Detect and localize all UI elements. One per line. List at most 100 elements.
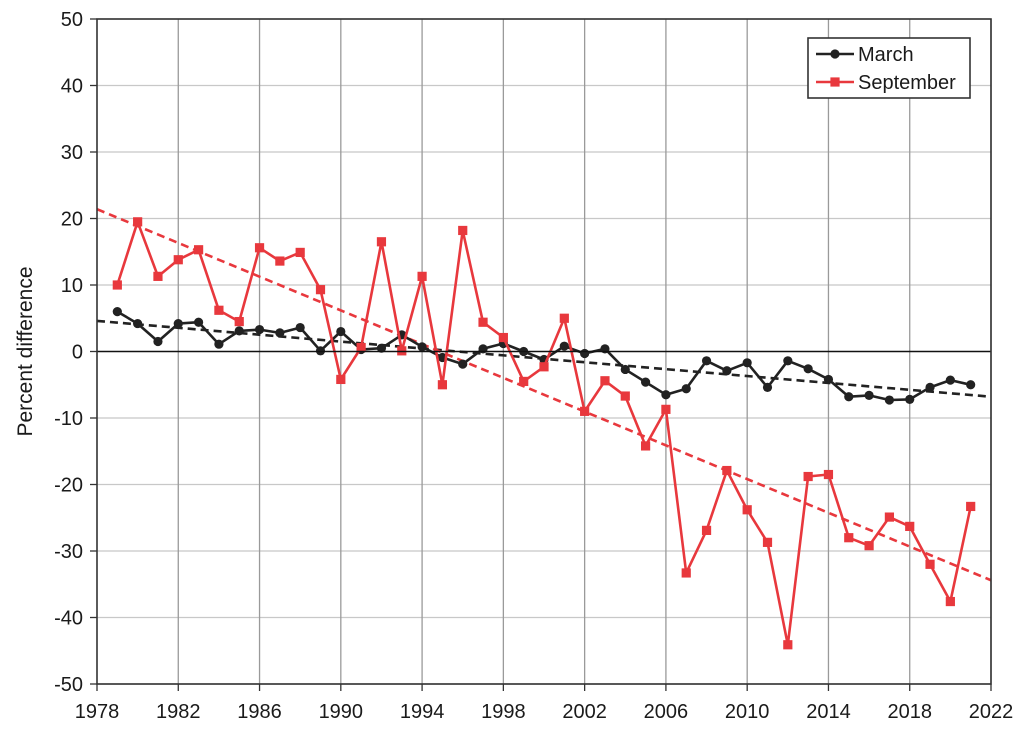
legend-box bbox=[807, 37, 971, 99]
trendline-layer bbox=[96, 207, 992, 582]
legend-marker-march bbox=[830, 49, 840, 59]
x-tick-label: 1982 bbox=[156, 701, 201, 723]
point-september bbox=[722, 465, 732, 476]
x-tick-label: 2006 bbox=[644, 701, 689, 723]
point-september bbox=[884, 512, 895, 522]
x-tick-label: 2022 bbox=[969, 701, 1014, 723]
point-september bbox=[458, 225, 468, 236]
point-september bbox=[539, 362, 549, 372]
point-september bbox=[681, 568, 691, 578]
x-tick-label: 2010 bbox=[725, 701, 770, 723]
point-march bbox=[701, 356, 712, 366]
point-march bbox=[112, 307, 122, 317]
point-september bbox=[478, 317, 488, 327]
point-march bbox=[580, 348, 590, 359]
point-september bbox=[580, 406, 590, 416]
y-tick-label: -50 bbox=[54, 674, 83, 696]
point-september bbox=[945, 596, 955, 607]
point-march bbox=[214, 339, 224, 349]
legend-label-march: March bbox=[858, 44, 914, 66]
point-september bbox=[519, 376, 529, 387]
point-march bbox=[417, 342, 427, 352]
x-tick-label: 1986 bbox=[237, 701, 282, 723]
y-tick-label: 40 bbox=[61, 76, 83, 98]
point-september bbox=[823, 469, 834, 480]
point-september bbox=[864, 541, 874, 551]
point-march bbox=[620, 364, 630, 375]
x-tick-label: 1990 bbox=[319, 701, 364, 723]
point-september bbox=[966, 501, 976, 512]
point-march bbox=[153, 336, 163, 347]
y-tick-label: 50 bbox=[61, 9, 83, 31]
y-tick-label: -20 bbox=[54, 475, 83, 497]
point-march bbox=[376, 343, 387, 353]
legend: March September bbox=[807, 37, 971, 99]
point-march bbox=[762, 382, 773, 393]
x-tick-label: 1994 bbox=[400, 701, 445, 723]
y-tick-label: 0 bbox=[72, 342, 83, 364]
point-september bbox=[559, 313, 569, 323]
point-september bbox=[742, 505, 752, 515]
point-september bbox=[356, 342, 366, 353]
point-september bbox=[762, 537, 773, 547]
point-september bbox=[701, 525, 712, 535]
point-march bbox=[458, 359, 468, 369]
point-september bbox=[214, 305, 224, 315]
point-september bbox=[193, 245, 204, 255]
point-september bbox=[295, 247, 305, 258]
point-september bbox=[925, 559, 935, 569]
x-tick-label: 2018 bbox=[887, 701, 932, 723]
point-september bbox=[112, 280, 122, 290]
point-march bbox=[966, 380, 976, 390]
x-tick-label: 2002 bbox=[562, 701, 607, 723]
point-march bbox=[234, 326, 244, 336]
point-march bbox=[254, 324, 265, 335]
point-march bbox=[884, 395, 895, 405]
point-september bbox=[640, 441, 651, 451]
point-march bbox=[133, 318, 143, 329]
point-september bbox=[437, 380, 448, 390]
point-march bbox=[559, 341, 569, 351]
point-september bbox=[336, 374, 346, 385]
point-september bbox=[844, 533, 854, 543]
point-march bbox=[823, 374, 834, 385]
x-tick-label: 2014 bbox=[806, 701, 851, 723]
x-tick-label: 1998 bbox=[481, 701, 526, 723]
point-march bbox=[905, 394, 915, 404]
y-tick-label: 30 bbox=[61, 142, 83, 164]
point-march bbox=[193, 317, 204, 327]
x-tick-label: 1978 bbox=[75, 701, 120, 723]
point-september bbox=[153, 271, 163, 281]
point-september bbox=[600, 376, 610, 386]
point-september bbox=[173, 255, 183, 265]
point-september bbox=[783, 640, 793, 650]
plot-frame bbox=[96, 18, 992, 685]
y-tick-label: 20 bbox=[61, 209, 83, 231]
point-september bbox=[417, 271, 427, 281]
point-september bbox=[234, 316, 244, 327]
y-tick-label: -10 bbox=[54, 408, 83, 430]
point-march bbox=[925, 382, 935, 393]
point-march bbox=[681, 384, 691, 394]
point-march bbox=[640, 377, 651, 387]
point-september bbox=[133, 217, 143, 227]
point-september bbox=[498, 332, 508, 343]
point-september bbox=[620, 391, 630, 401]
series-layer bbox=[112, 217, 976, 650]
point-september bbox=[661, 404, 671, 414]
point-march bbox=[336, 326, 346, 337]
point-september bbox=[254, 243, 265, 253]
point-march bbox=[275, 328, 285, 338]
point-march bbox=[945, 375, 955, 385]
point-september bbox=[905, 521, 915, 531]
y-axis-title: Percent difference bbox=[14, 266, 37, 436]
legend-label-september: September bbox=[858, 72, 956, 94]
point-march bbox=[295, 322, 305, 333]
y-tick-label: -40 bbox=[54, 608, 83, 630]
point-march bbox=[661, 390, 671, 400]
y-tick-label: -30 bbox=[54, 541, 83, 563]
point-september bbox=[376, 237, 387, 247]
point-september bbox=[803, 471, 813, 482]
